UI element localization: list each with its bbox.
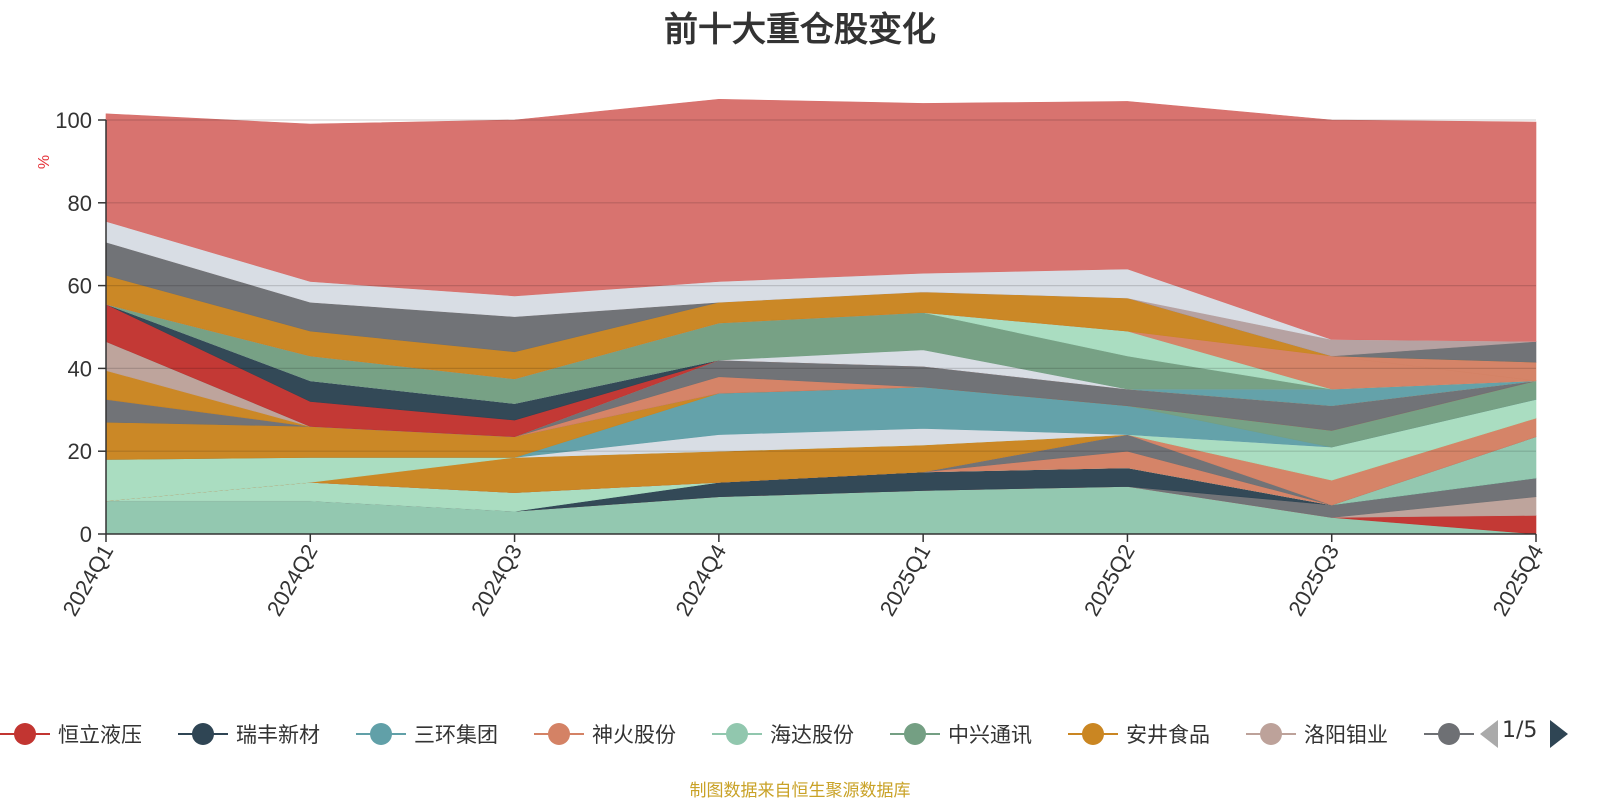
legend-item[interactable]: 洛阳钼业 [1246,712,1388,756]
legend-prev-arrow-icon[interactable] [1480,720,1498,748]
legend: 恒立液压瑞丰新材三环集团神火股份海达股份中兴通讯安井食品洛阳钼业三 [0,712,1600,756]
y-tick-label: 0 [80,522,92,547]
legend-marker-icon [1068,722,1118,746]
x-tick-label: 2025Q2 [1079,540,1140,620]
y-tick-label: 20 [68,439,92,464]
y-axis-label: % [36,155,53,169]
y-tick-label: 60 [68,274,92,299]
legend-label: 瑞丰新材 [236,723,320,747]
area-layers [105,98,1537,535]
x-tick-label: 2024Q1 [58,540,119,620]
x-tick-label: 2024Q3 [466,540,527,620]
x-tick-label: 2025Q3 [1283,540,1344,620]
x-tick-label: 2024Q2 [262,540,323,620]
y-tick-label: 40 [68,356,92,381]
legend-label: 恒立液压 [58,723,142,747]
legend-label: 中兴通讯 [948,723,1032,747]
x-tick-label: 2025Q1 [875,540,936,620]
chart-title: 前十大重仓股变化 [664,10,936,50]
x-tick-label: 2025Q4 [1488,540,1549,620]
legend-marker-icon [178,722,228,746]
y-ticks: 0 20 40 60 80 100 [55,108,106,547]
y-tick-label: 100 [55,108,92,133]
x-tick-label: 2024Q4 [670,540,731,620]
legend-item[interactable]: 神火股份 [534,712,676,756]
legend-label: 洛阳钼业 [1304,723,1388,747]
legend-label: 安井食品 [1126,723,1210,747]
legend-marker-icon [890,722,940,746]
legend-marker-icon [356,722,406,746]
legend-marker-icon [1424,722,1474,746]
legend-marker-icon [0,722,50,746]
legend-page-indicator: 1/5 [1502,718,1538,743]
legend-label: 神火股份 [592,723,676,747]
legend-marker-icon [1246,722,1296,746]
legend-pager: 1/5 [1478,712,1600,756]
area-layer-34 [105,98,1537,342]
source-note: 制图数据来自恒生聚源数据库 [689,781,911,801]
axes [105,120,1536,535]
x-ticks: 2024Q1 2024Q2 2024Q3 2024Q4 2025Q1 2025Q2 2025… [58,534,1549,620]
gridlines [106,119,1536,452]
legend-item[interactable]: 海达股份 [712,712,854,756]
legend-marker-icon [534,722,584,746]
legend-item[interactable]: 恒立液压 [0,712,142,756]
legend-item[interactable]: 三环集团 [356,712,498,756]
legend-next-arrow-icon[interactable] [1550,720,1568,748]
legend-marker-icon [712,722,762,746]
legend-item[interactable]: 中兴通讯 [890,712,1032,756]
legend-label: 三环集团 [414,723,498,747]
legend-item[interactable]: 瑞丰新材 [178,712,320,756]
legend-label: 海达股份 [770,723,854,747]
y-tick-label: 80 [68,191,92,216]
legend-item[interactable]: 安井食品 [1068,712,1210,756]
